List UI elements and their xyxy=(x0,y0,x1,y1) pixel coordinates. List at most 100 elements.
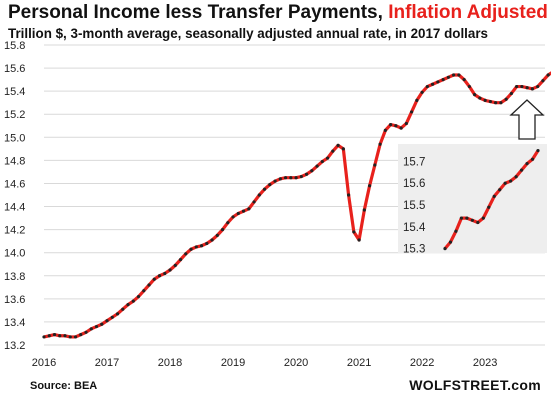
inset-y-tick-label: 15.4 xyxy=(403,222,426,234)
inset-data-point xyxy=(530,157,535,161)
inset-data-point xyxy=(448,240,453,244)
data-point xyxy=(520,84,524,89)
data-point xyxy=(168,268,172,272)
data-point xyxy=(431,82,435,86)
data-point xyxy=(394,124,398,128)
data-point xyxy=(383,128,387,132)
data-point xyxy=(530,87,534,91)
x-axis-ticks: 2016 2017 2018 2019 2020 2021 2022 2023 xyxy=(32,357,498,369)
inset-background xyxy=(398,144,547,253)
data-point xyxy=(420,90,424,94)
data-point xyxy=(483,98,487,102)
inset-data-point xyxy=(443,247,447,251)
data-point xyxy=(84,330,88,334)
inset-data-point xyxy=(509,179,513,183)
data-point xyxy=(147,283,151,287)
y-tick-label: 13.2 xyxy=(4,340,25,352)
data-point xyxy=(100,322,104,326)
title-main: Personal Income less Transfer Payments, xyxy=(8,2,389,23)
data-point xyxy=(504,97,508,101)
inset-data-point xyxy=(476,220,480,225)
data-point xyxy=(47,334,51,338)
data-point xyxy=(441,78,445,82)
series-layer xyxy=(42,71,551,339)
data-point xyxy=(499,101,503,105)
data-point xyxy=(205,241,209,246)
inset-y-tick-label: 15.5 xyxy=(403,200,425,212)
inset-data-point xyxy=(465,216,469,220)
inset-data-point xyxy=(487,205,491,209)
data-point xyxy=(163,271,167,276)
source-note: Source: BEA xyxy=(30,380,98,392)
data-point xyxy=(410,110,414,114)
data-point xyxy=(157,274,162,278)
y-tick-label: 15.0 xyxy=(4,132,25,144)
data-point xyxy=(299,174,303,179)
data-point xyxy=(231,215,235,219)
data-point xyxy=(310,169,314,173)
data-point xyxy=(515,84,519,89)
data-point xyxy=(226,221,230,225)
data-point xyxy=(220,228,225,232)
data-point xyxy=(473,93,477,97)
data-point xyxy=(462,78,466,82)
x-tick-label: 2021 xyxy=(347,357,371,369)
data-point xyxy=(152,277,156,281)
x-tick-label: 2020 xyxy=(284,357,308,369)
data-point xyxy=(178,258,183,262)
inset-data-point xyxy=(519,168,524,172)
y-tick-label: 14.2 xyxy=(4,225,25,237)
data-point xyxy=(215,233,219,237)
y-tick-label: 15.4 xyxy=(4,86,25,98)
chart-subtitle: Trillion $, 3-month average, seasonally … xyxy=(8,26,488,41)
data-point xyxy=(52,333,57,337)
data-point xyxy=(488,99,492,104)
y-tick-label: 14.4 xyxy=(4,202,25,214)
data-point xyxy=(278,177,282,181)
data-point xyxy=(73,335,78,339)
data-point xyxy=(105,319,109,323)
data-point xyxy=(362,208,366,212)
data-point xyxy=(525,86,529,90)
data-point xyxy=(404,121,408,126)
data-point xyxy=(315,164,319,168)
y-tick-label: 14.8 xyxy=(4,155,25,167)
inset-data-point xyxy=(514,175,518,179)
data-point xyxy=(136,294,141,299)
inset-data-point xyxy=(492,194,496,198)
y-tick-label: 15.8 xyxy=(4,40,25,52)
data-point xyxy=(79,333,83,337)
inset-data-point xyxy=(503,181,507,185)
x-tick-label: 2019 xyxy=(221,357,245,369)
data-point xyxy=(446,75,450,79)
data-point xyxy=(126,303,130,307)
data-point xyxy=(194,245,198,249)
x-tick-label: 2017 xyxy=(95,357,119,369)
data-point xyxy=(541,79,545,83)
data-point xyxy=(415,98,419,102)
data-point xyxy=(63,334,67,338)
inset-data-point xyxy=(459,216,464,220)
data-point xyxy=(257,193,261,197)
y-axis-ticks: 13.2 13.4 13.6 13.8 14.0 14.2 14.4 14.6 14.8 15.0… xyxy=(4,40,25,352)
data-point xyxy=(346,193,351,197)
data-point xyxy=(378,142,382,146)
data-point xyxy=(373,163,377,167)
data-point xyxy=(389,123,393,127)
data-point xyxy=(494,101,498,105)
data-point xyxy=(115,312,120,316)
inset-data-point xyxy=(481,216,485,220)
inset-data-point xyxy=(525,162,529,166)
chart-title: Personal Income less Transfer Payments, … xyxy=(8,2,548,24)
data-point xyxy=(341,147,345,151)
x-tick-label: 2016 xyxy=(32,357,56,369)
data-point xyxy=(241,209,246,213)
data-point xyxy=(352,230,356,234)
inset-chart: 15.3 15.4 15.5 15.6 15.7 xyxy=(398,144,547,256)
data-point xyxy=(546,73,550,77)
title-highlight: Inflation Adjusted xyxy=(388,2,548,23)
data-point xyxy=(89,327,93,331)
data-point xyxy=(478,96,482,100)
data-point xyxy=(509,91,513,96)
